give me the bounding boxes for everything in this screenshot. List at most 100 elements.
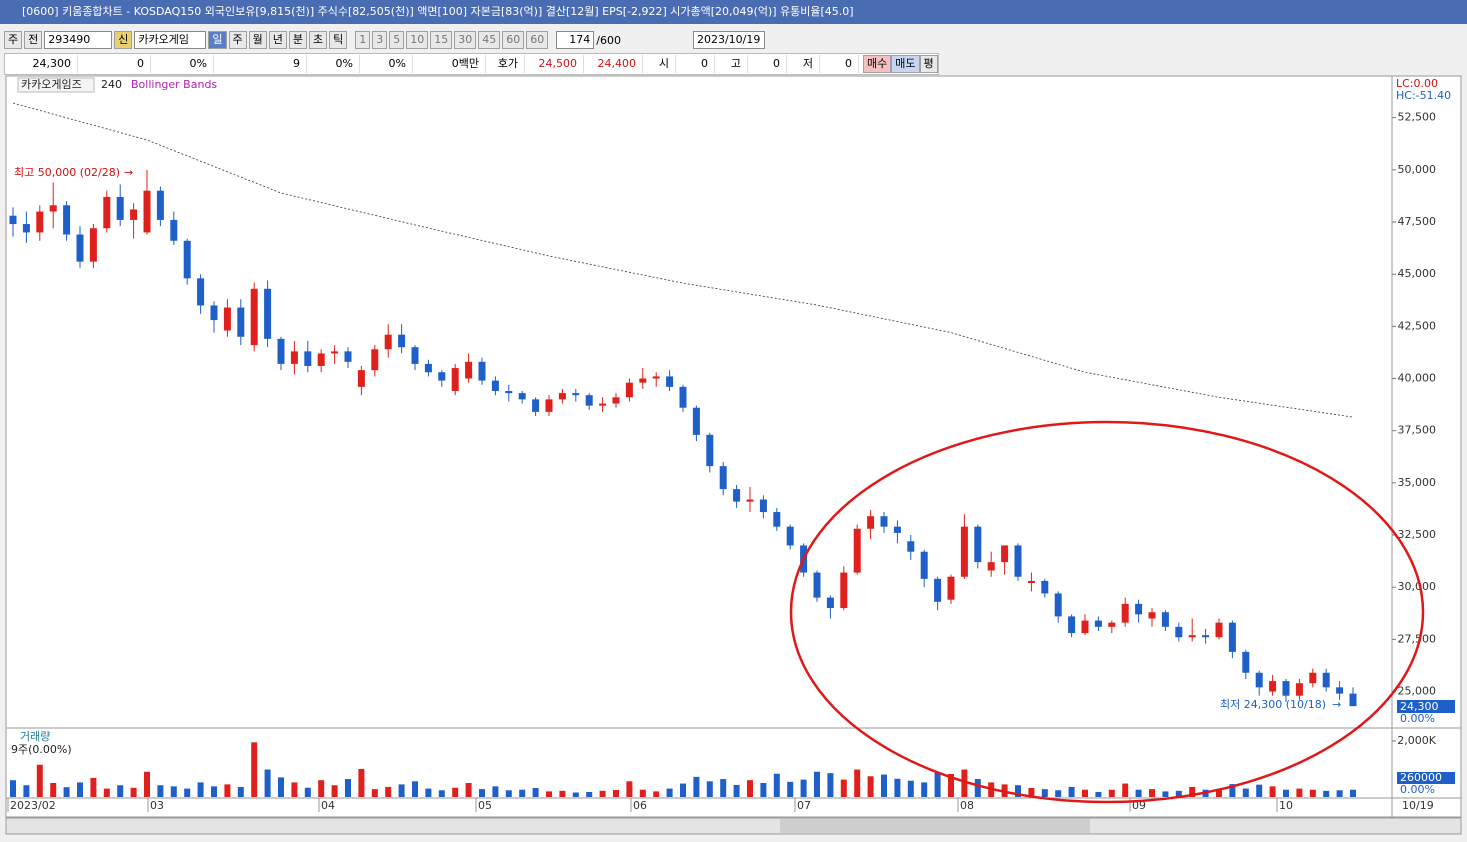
volume-bar [1162,791,1169,797]
info-cell: 0% [151,55,214,73]
candle-body [907,541,915,552]
volume-bar [197,782,204,797]
volume-bar [358,768,365,797]
y-tick-label: 32,500 [1398,528,1437,541]
candle-body [344,351,352,362]
candle-body [867,516,875,529]
name-badge[interactable]: 신 [114,31,133,49]
candle-body [706,434,714,467]
candle-body [1188,635,1196,638]
candle-body [1322,672,1330,688]
volume-bar [63,787,70,797]
title-bar: [0600] 키움종합차트 - KOSDAQ150 외국인보유[9,815(천)… [0,0,1467,24]
scrollbar [5,817,1462,835]
buy-button[interactable]: 매수 [863,55,892,73]
y-tick-label: 40,000 [1398,372,1437,385]
info-cell: 호가 [486,55,525,73]
period-button[interactable]: 년 [268,31,287,49]
flat-button[interactable]: 평 [919,55,938,73]
interval-button[interactable]: 15 [430,31,453,49]
candle-body [116,196,124,220]
candle-body [639,378,647,383]
info-cell: 0 [676,55,715,73]
volume-tag [1397,772,1455,784]
volume-bar [130,787,137,797]
volume-bar [546,791,552,797]
hc-label: HC:-51.40 [1396,89,1451,102]
period-button[interactable]: 틱 [329,31,348,49]
low-arrow: → [1332,698,1341,711]
scroll-thumb [780,819,1090,833]
info-cell: 0백만 [413,55,486,73]
period-button[interactable]: 주 [228,31,247,49]
interval-button[interactable]: 1 [355,31,371,49]
candle-body [585,395,593,406]
candle-body [987,562,995,571]
candle-body [974,526,982,563]
candle-body [290,351,298,364]
candle-body [840,572,848,609]
volume-bar [278,777,284,797]
volume-bar [479,789,485,797]
x-tick-label: 04 [321,799,335,812]
period-label: 240 [101,78,122,91]
count-input[interactable]: 174 [556,31,595,49]
volume-bar [720,779,727,797]
candle-body [264,288,272,339]
interval-button[interactable]: 3 [372,31,388,49]
candle-body [63,205,71,235]
code-input[interactable]: 293490 [44,31,113,49]
stock-title: 카카오게임즈 [21,78,82,91]
volume-bar [894,778,901,797]
stock-name[interactable]: 카카오게임 [134,31,207,49]
candle-body [371,349,379,371]
x-tick-label: 2023/02 [10,799,56,812]
candle-body [666,376,674,387]
y-tick-label: 37,500 [1398,424,1437,437]
volume-bar [1108,789,1115,797]
candle-body [1094,620,1102,627]
volume-bar [50,782,57,797]
volume-bar [1229,784,1236,797]
volume-bar [1323,790,1330,797]
y-tick-label: 45,000 [1398,267,1437,280]
candle-body [197,278,205,306]
interval-button[interactable]: 30 [454,31,477,49]
volume-bar [532,788,539,797]
sell-button[interactable]: 매도 [891,55,920,73]
candle-body [451,368,459,392]
y-tick-label: 25,000 [1398,685,1437,698]
candle-body [49,205,57,212]
interval-button[interactable]: 45 [478,31,501,49]
volume-bar [599,790,606,797]
y-tick-label: 42,500 [1398,319,1437,332]
interval-button[interactable]: 60 [526,31,549,49]
volume-bar [733,784,740,797]
interval-button[interactable]: 5 [389,31,405,49]
candle-body [1255,672,1263,688]
interval-button[interactable]: 10 [406,31,429,49]
candle-body [9,215,17,225]
code-prefix[interactable]: 전 [24,31,43,49]
volume-bar [331,785,338,797]
date-input[interactable]: 2023/10/19 [692,31,765,49]
period-button[interactable]: 월 [248,31,267,49]
y-tick-label: 30,000 [1398,580,1437,593]
volume-bar [613,789,619,797]
candle-body [357,370,365,387]
period-button[interactable]: 초 [309,31,328,49]
y-tick-label: 47,500 [1398,215,1437,228]
period-button[interactable]: 일 [208,31,227,49]
candle-body [384,334,392,350]
volume-bar [170,786,177,797]
period-select[interactable]: 주 [4,31,23,49]
period-button[interactable]: 분 [288,31,307,49]
volume-bar [961,769,968,797]
volume-bar [264,769,271,797]
interval-button[interactable]: 60 [502,31,525,49]
bollinger-line [12,102,1354,418]
candle-body [746,499,754,502]
candle-body [411,347,419,364]
volume-bar [840,779,847,797]
